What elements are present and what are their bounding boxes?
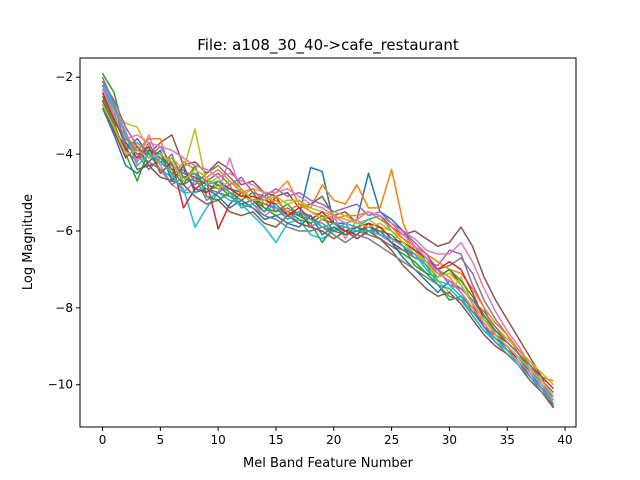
- x-tick-label: 10: [211, 433, 226, 447]
- x-tick-label: 5: [157, 433, 165, 447]
- y-axis-label: Log Magnitude: [21, 194, 36, 290]
- x-axis-label: Mel Band Feature Number: [243, 456, 414, 471]
- x-axis-ticks: 0 5 10 15 20 25 30 35 40: [99, 427, 573, 447]
- x-tick-label: 40: [557, 433, 572, 447]
- y-tick-label: −8: [55, 301, 73, 315]
- y-tick-label: −4: [55, 147, 73, 161]
- x-tick-label: 0: [99, 433, 107, 447]
- series-line-17: [101, 76, 555, 405]
- plot-frame: [79, 57, 577, 428]
- series-line-8: [101, 88, 555, 386]
- series-line-14: [101, 80, 555, 393]
- y-axis-ticks: −10 −8 −6 −4 −2: [48, 70, 80, 392]
- x-tick-label: 25: [384, 433, 399, 447]
- x-tick-label: 30: [442, 433, 457, 447]
- series-line-19: [101, 84, 555, 405]
- y-tick-label: −6: [55, 224, 73, 238]
- series-line-16: [101, 88, 555, 401]
- series-layer: [101, 73, 555, 409]
- x-tick-label: 20: [326, 433, 341, 447]
- x-tick-label: 15: [268, 433, 283, 447]
- series-line-5: [101, 100, 555, 409]
- chart-title: File: a108_30_40->cafe_restaurant: [197, 36, 459, 55]
- y-tick-label: −10: [48, 378, 73, 392]
- series-line-18: [101, 103, 555, 397]
- series-line-7: [101, 96, 555, 405]
- x-tick-label: 35: [500, 433, 515, 447]
- y-tick-label: −2: [55, 70, 73, 84]
